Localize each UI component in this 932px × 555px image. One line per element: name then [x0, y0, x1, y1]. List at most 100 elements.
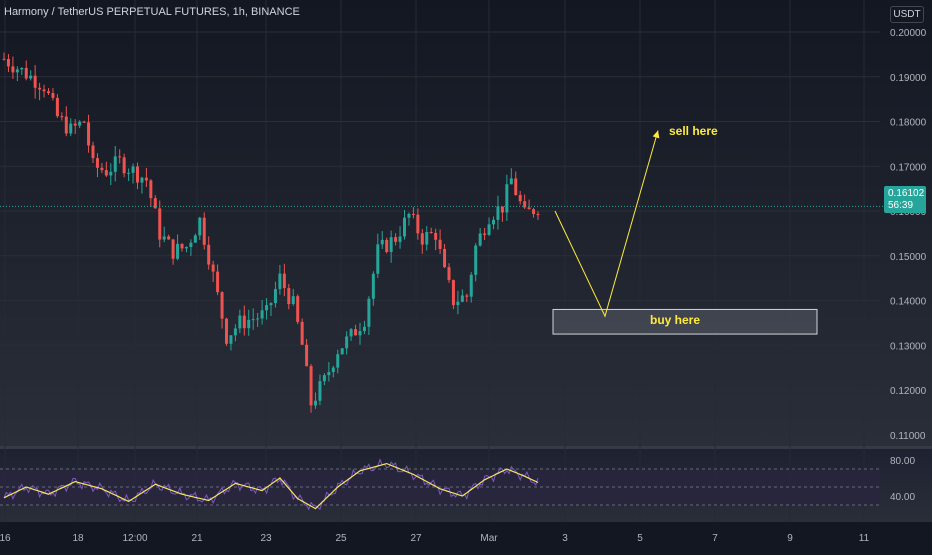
candle-body: [51, 93, 55, 98]
candle-body: [411, 213, 415, 215]
time-tick-label: 3: [562, 533, 568, 544]
price-tick-label: 0.12000: [890, 386, 927, 397]
rsi-pane: [0, 458, 880, 511]
candle-body: [220, 292, 224, 319]
candle-body: [389, 237, 393, 252]
candle-body: [193, 235, 197, 243]
candle-body: [371, 273, 375, 299]
candle-body: [367, 298, 371, 327]
candle-body: [536, 214, 540, 216]
candle-body: [523, 201, 527, 208]
rsi-tick-label: 80.00: [890, 456, 915, 467]
candle-body: [78, 121, 82, 126]
symbol-title[interactable]: Harmony / TetherUS PERPETUAL FUTURES, 1h…: [4, 6, 300, 18]
candle-body: [95, 158, 99, 168]
candle-body: [198, 217, 202, 236]
candle-body: [242, 315, 246, 329]
candle-body: [207, 244, 211, 265]
price-tick-label: 0.19000: [890, 73, 927, 84]
candle-body: [127, 172, 131, 174]
price-tick-label: 0.18000: [890, 118, 927, 129]
candle-body: [225, 318, 228, 344]
price-tick-label: 0.14000: [890, 297, 927, 308]
price-tick-label: 0.15000: [890, 252, 927, 263]
time-axis-background: [0, 522, 932, 550]
candle-body: [87, 122, 91, 146]
candle-body: [527, 207, 531, 210]
candle-body: [447, 267, 451, 281]
candle-body: [38, 87, 42, 90]
trade-path-arrowhead: [652, 130, 660, 139]
candle-body: [180, 243, 184, 249]
axes-labels: 0.110000.120000.130000.140000.150000.160…: [0, 28, 927, 544]
candle-body: [438, 239, 442, 249]
trade-path-line: [554, 130, 659, 318]
candle-body: [42, 89, 46, 92]
candle-body: [358, 331, 362, 336]
candle-body: [403, 217, 406, 237]
candle-body: [532, 209, 536, 215]
candle-body: [322, 375, 326, 382]
main-pane-background: [0, 0, 932, 446]
candle-body: [211, 264, 215, 272]
candle-body: [122, 157, 126, 174]
time-tick-label: 25: [335, 533, 347, 544]
candle-body: [278, 273, 282, 290]
time-tick-label: 23: [260, 533, 272, 544]
candle-body: [104, 170, 108, 176]
candle-body: [91, 145, 95, 159]
time-tick-label: 9: [787, 533, 793, 544]
candle-body: [184, 247, 188, 249]
candle-body: [15, 69, 19, 73]
price-tick-label: 0.17000: [890, 162, 927, 173]
candle-body: [509, 178, 513, 185]
candle-body: [483, 233, 487, 235]
candle-body: [314, 400, 317, 406]
currency-badge[interactable]: USDT: [890, 6, 924, 23]
price-tick-label: 0.11000: [890, 431, 926, 442]
candle-body: [247, 319, 251, 329]
candle-body: [64, 116, 68, 134]
candle-body: [256, 318, 260, 320]
current-price-tag: 0.16102 56:39: [884, 186, 926, 213]
candle-body: [318, 381, 322, 401]
candle-body: [309, 366, 313, 406]
candle-body: [109, 171, 113, 176]
candle-body: [73, 123, 77, 126]
candle-body: [287, 288, 291, 305]
candle-body: [429, 232, 433, 234]
pane-separator[interactable]: [0, 446, 932, 449]
drawing-annotations[interactable]: sell here buy here: [552, 124, 818, 335]
candle-body: [131, 166, 135, 173]
time-tick-label: 27: [410, 533, 422, 544]
candle-body: [514, 178, 518, 196]
candle-body: [518, 195, 522, 202]
candle-body: [162, 236, 166, 240]
candle-body: [171, 239, 175, 259]
candle-body: [229, 335, 233, 344]
candle-body: [113, 156, 117, 172]
grid-lines: [0, 0, 880, 522]
candle-body: [20, 67, 24, 70]
candle-body: [100, 167, 104, 171]
candle-body: [260, 310, 264, 319]
candle-body: [202, 217, 206, 245]
candle-body: [354, 329, 358, 336]
candle-body: [144, 177, 148, 181]
candle-body: [500, 206, 504, 213]
candle-body: [47, 91, 50, 94]
candle-body: [492, 219, 495, 225]
time-tick-label: 11: [859, 533, 870, 544]
candle-body: [469, 274, 473, 297]
current-price-value: 0.16102: [888, 188, 925, 199]
candle-body: [305, 344, 309, 367]
time-tick-label: 16: [0, 533, 11, 544]
candles-layer: [2, 52, 540, 413]
buy-zone-rectangle: [552, 308, 818, 335]
candle-body: [474, 245, 478, 275]
candle-body: [336, 354, 340, 368]
candle-body: [251, 319, 255, 321]
sell-here-label: sell here: [669, 124, 718, 138]
